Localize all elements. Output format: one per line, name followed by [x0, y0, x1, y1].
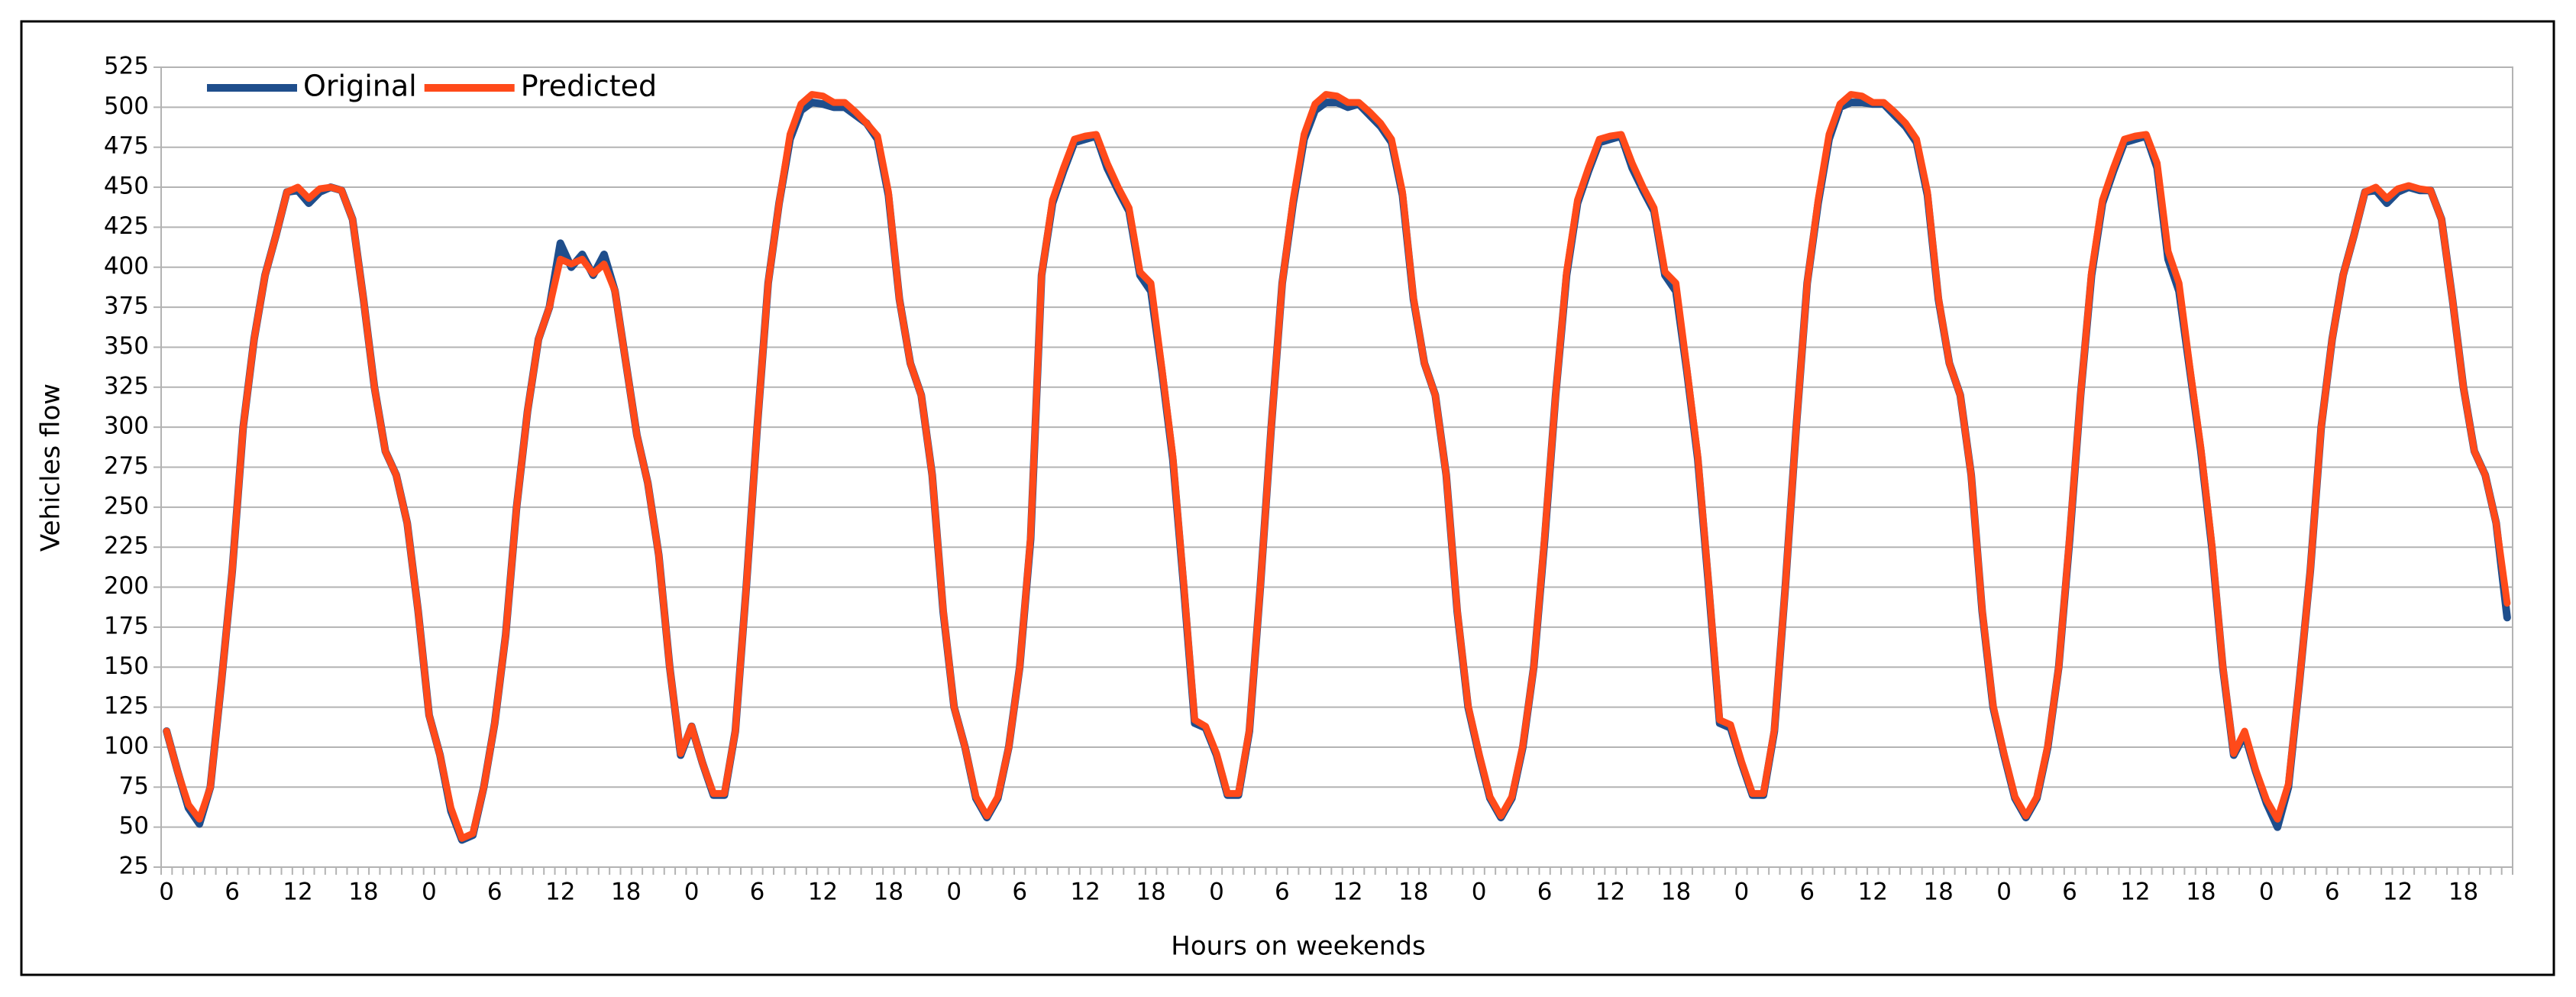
y-tick-label: 200	[104, 572, 149, 600]
y-axis-label: Vehicles flow	[36, 384, 66, 552]
y-tick-label: 175	[104, 612, 149, 639]
x-tick-label: 18	[348, 879, 378, 906]
x-tick-label: 6	[1012, 879, 1027, 906]
y-tick-label: 300	[104, 413, 149, 440]
x-tick-label: 18	[1923, 879, 1953, 906]
x-tick-label: 18	[1661, 879, 1691, 906]
y-tick-label: 50	[119, 812, 149, 840]
x-tick-label: 18	[611, 879, 641, 906]
x-tick-label: 12	[283, 879, 312, 906]
y-tick-label: 75	[119, 772, 149, 800]
x-tick-label: 0	[2259, 879, 2274, 906]
x-tick-label: 6	[487, 879, 503, 906]
y-tick-label: 150	[104, 652, 149, 680]
y-tick-label: 525	[104, 53, 149, 80]
x-tick-label: 12	[1857, 879, 1887, 906]
x-tick-label: 6	[225, 879, 240, 906]
x-tick-label: 12	[2120, 879, 2150, 906]
x-tick-label: 6	[2062, 879, 2077, 906]
y-tick-label: 25	[119, 853, 149, 880]
x-tick-label: 6	[1799, 879, 1815, 906]
y-tick-label: 275	[104, 452, 149, 480]
y-tick-label: 450	[104, 173, 149, 200]
series-line	[163, 91, 2511, 842]
x-tick-label: 0	[1996, 879, 2012, 906]
x-tick-label: 0	[422, 879, 437, 906]
y-tick-label: 225	[104, 532, 149, 560]
y-tick-label: 425	[104, 212, 149, 240]
x-axis-label: Hours on weekends	[1171, 931, 1425, 962]
x-tick-label: 0	[1472, 879, 1487, 906]
x-tick-label: 18	[1398, 879, 1428, 906]
x-tick-label: 6	[2325, 879, 2340, 906]
x-tick-label: 18	[1136, 879, 1165, 906]
x-tick-label: 12	[1595, 879, 1625, 906]
x-tick-label: 12	[2383, 879, 2413, 906]
y-tick-label: 475	[104, 132, 149, 160]
x-tick-label: 0	[684, 879, 700, 906]
y-tick-label: 375	[104, 293, 149, 320]
plot-area	[160, 66, 2513, 868]
chart-frame	[20, 20, 2555, 976]
x-tick-label: 0	[159, 879, 174, 906]
legend-label: Original	[303, 70, 417, 103]
y-tick-label: 100	[104, 732, 149, 759]
x-tick-label: 12	[1070, 879, 1100, 906]
x-tick-label: 0	[946, 879, 962, 906]
x-tick-label: 18	[874, 879, 903, 906]
x-tick-label: 12	[1333, 879, 1362, 906]
x-tick-label: 18	[2448, 879, 2478, 906]
y-tick-label: 125	[104, 692, 149, 720]
x-tick-label: 0	[1209, 879, 1224, 906]
x-tick-label: 12	[808, 879, 838, 906]
x-tick-label: 6	[750, 879, 765, 906]
x-tick-label: 6	[1275, 879, 1290, 906]
x-tick-label: 18	[2186, 879, 2216, 906]
y-tick-label: 325	[104, 372, 149, 400]
y-tick-label: 400	[104, 252, 149, 280]
y-tick-label: 250	[104, 492, 149, 520]
x-tick-label: 6	[1537, 879, 1553, 906]
x-tick-label: 0	[1734, 879, 1750, 906]
y-tick-label: 350	[104, 332, 149, 360]
x-tick-label: 12	[545, 879, 575, 906]
legend-label: Predicted	[521, 70, 657, 103]
y-tick-label: 500	[104, 92, 149, 120]
